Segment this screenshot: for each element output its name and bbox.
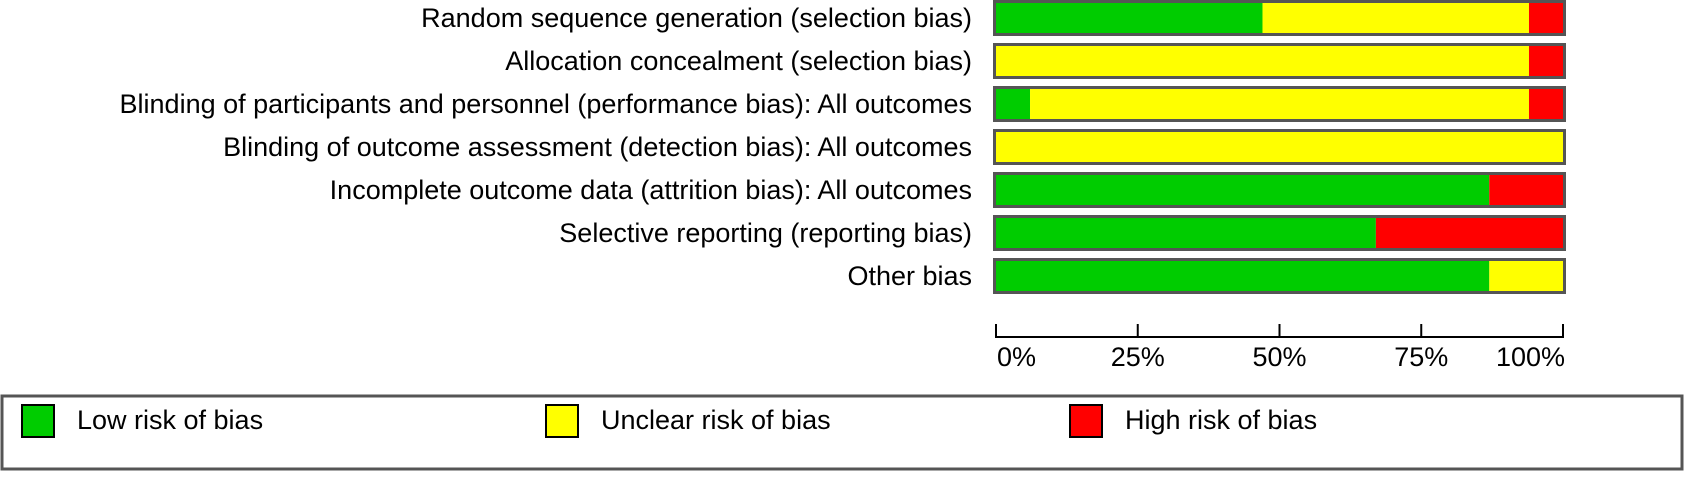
bar-segment-low-risk-of-bias: [996, 261, 1490, 291]
bar-segment-unclear-risk-of-bias: [1262, 3, 1529, 33]
x-tick-label: 25%: [1111, 342, 1165, 372]
legend-label: High risk of bias: [1125, 405, 1317, 435]
x-tick-label: 75%: [1394, 342, 1448, 372]
bar-segment-unclear-risk-of-bias: [996, 46, 1529, 76]
bar-row: Incomplete outcome data (attrition bias)…: [330, 172, 1566, 208]
bar-segment-high-risk-of-bias: [1375, 218, 1563, 248]
bar-row: Allocation concealment (selection bias): [505, 43, 1566, 79]
x-tick-label: 100%: [1496, 342, 1565, 372]
bar-row: Blinding of participants and personnel (…: [120, 86, 1566, 122]
legend-item: High risk of bias: [1069, 404, 1317, 438]
category-label: Allocation concealment (selection bias): [505, 46, 972, 76]
legend-swatch: [21, 404, 55, 438]
bar-row: Blinding of outcome assessment (detectio…: [223, 129, 1566, 165]
bar-row: Selective reporting (reporting bias): [559, 215, 1566, 251]
bar-outline: [993, 43, 1566, 79]
x-tick-label: 50%: [1252, 342, 1306, 372]
legend: Low risk of bias Unclear risk of bias High…: [0, 394, 1684, 471]
bar-segment-high-risk-of-bias: [1528, 89, 1563, 119]
legend-item: Unclear risk of bias: [545, 404, 831, 438]
x-axis: 0% 25% 50% 75% 100%: [995, 324, 1565, 372]
bar-segment-unclear-risk-of-bias: [1489, 261, 1563, 291]
legend-label: Unclear risk of bias: [601, 405, 831, 435]
bar-outline: [993, 86, 1566, 122]
category-label: Random sequence generation (selection bi…: [421, 3, 972, 33]
legend-box: [0, 394, 1684, 471]
bar-segment-high-risk-of-bias: [1489, 175, 1563, 205]
bar-segment-low-risk-of-bias: [996, 175, 1490, 205]
legend-swatch: [545, 404, 579, 438]
bar-outline: [993, 215, 1566, 251]
legend-swatch: [1069, 404, 1103, 438]
bar-row: Other bias: [847, 258, 1566, 294]
legend-item: Low risk of bias: [21, 404, 263, 438]
bar-outline: [993, 0, 1566, 36]
category-label: Selective reporting (reporting bias): [559, 218, 972, 248]
bar-segment-high-risk-of-bias: [1528, 3, 1563, 33]
legend-label: Low risk of bias: [77, 405, 263, 435]
bar-segment-low-risk-of-bias: [996, 218, 1376, 248]
bar-row: Random sequence generation (selection bi…: [421, 0, 1566, 36]
x-tick-label: 0%: [997, 342, 1036, 372]
bar-segment-unclear-risk-of-bias: [1030, 89, 1529, 119]
bar-segment-high-risk-of-bias: [1528, 46, 1563, 76]
category-label: Blinding of participants and personnel (…: [120, 89, 972, 119]
category-label: Blinding of outcome assessment (detectio…: [223, 132, 972, 162]
bar-segment-low-risk-of-bias: [996, 3, 1263, 33]
bar-segment-low-risk-of-bias: [996, 89, 1031, 119]
category-label: Other bias: [847, 261, 972, 291]
category-label: Incomplete outcome data (attrition bias)…: [330, 175, 972, 205]
chart-rows: Random sequence generation (selection bi…: [120, 0, 1566, 294]
bar-outline: [993, 258, 1566, 294]
bar-outline: [993, 129, 1566, 165]
bar-segment-unclear-risk-of-bias: [996, 132, 1563, 162]
bar-outline: [993, 172, 1566, 208]
